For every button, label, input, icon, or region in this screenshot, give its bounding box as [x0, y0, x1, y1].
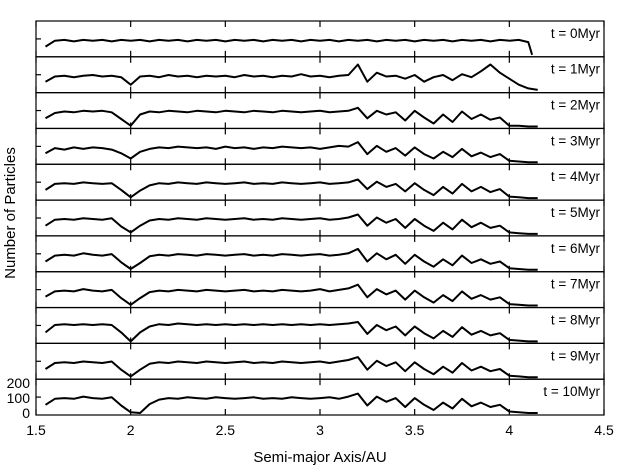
panel-label: t = 3Myr	[551, 133, 601, 148]
panel-9: t = 9Myr	[35, 342, 605, 380]
panel-2: t = 2Myr	[35, 92, 605, 130]
panel-label: t = 8Myr	[551, 312, 601, 327]
panel-10: t = 10Myr	[35, 378, 605, 416]
panel-8: t = 8Myr	[35, 306, 605, 344]
y-axis-label: Number of Particles	[2, 147, 19, 279]
x-tick-label: 3.5	[405, 422, 425, 438]
panels-group: t = 0Myr t = 1Myr t = 2Myr t = 3Myr t = 4Myr…	[35, 20, 605, 416]
series-line	[44, 213, 538, 235]
panel-0: t = 0Myr	[35, 20, 605, 58]
series-line	[45, 283, 538, 307]
y-tick-label: 200	[7, 375, 31, 391]
x-axis-label: Semi-major Axis/AU	[253, 449, 386, 466]
x-tick-label: 2.5	[216, 422, 236, 438]
x-tick-label: 4.5	[594, 422, 614, 438]
x-tick-label: 3	[316, 422, 324, 438]
series-line	[45, 63, 538, 91]
panel-label: t = 2Myr	[551, 98, 601, 113]
panel-label: t = 4Myr	[551, 169, 601, 184]
x-tick-label: 1.5	[26, 422, 46, 438]
x-tick-labels: 1.5 2 2.5 3 3.5 4 4.5	[26, 422, 614, 438]
series-line	[44, 321, 538, 343]
series-line	[44, 247, 538, 271]
panel-label: t = 7Myr	[551, 277, 601, 292]
panel-label: t = 1Myr	[551, 62, 601, 77]
series-line	[44, 356, 538, 379]
panel-5: t = 5Myr	[35, 199, 605, 237]
series-line	[45, 141, 538, 164]
panel-4: t = 4Myr	[35, 163, 605, 201]
y-tick-label: 0	[22, 405, 30, 421]
panel-7: t = 7Myr	[35, 271, 605, 309]
y-tick-label: 100	[7, 390, 31, 406]
panel-label: t = 10Myr	[543, 384, 600, 399]
panel-label: t = 6Myr	[551, 241, 601, 256]
series-line	[45, 106, 538, 128]
series-line	[44, 38, 534, 56]
panel-label: t = 9Myr	[551, 348, 601, 363]
x-tick-label: 2	[127, 422, 135, 438]
panel-label: t = 0Myr	[551, 26, 601, 41]
series-line	[44, 392, 538, 414]
series-line	[44, 178, 538, 200]
panel-6: t = 6Myr	[35, 235, 605, 273]
panel-label: t = 5Myr	[551, 205, 601, 220]
x-tick-label: 4	[505, 422, 513, 438]
panel-1: t = 1Myr	[35, 56, 605, 94]
panel-3: t = 3Myr	[35, 127, 605, 165]
